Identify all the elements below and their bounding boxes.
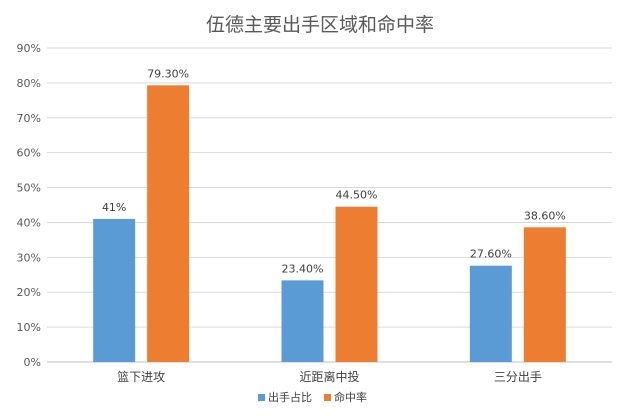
y-tick-label: 50% — [17, 182, 41, 195]
y-tick-label: 10% — [17, 321, 41, 334]
legend-swatch — [258, 394, 265, 401]
bar-shot-share — [469, 265, 512, 362]
y-tick-label: 80% — [17, 77, 41, 90]
y-tick-label: 30% — [17, 251, 41, 264]
y-tick-label: 60% — [17, 147, 41, 160]
data-label: 41% — [102, 201, 126, 214]
category-label: 近距离中投 — [299, 369, 359, 384]
legend-label: 命中率 — [334, 390, 367, 404]
y-tick-label: 40% — [17, 216, 41, 229]
legend: 出手占比 命中率 — [258, 390, 367, 404]
y-tick-label: 20% — [17, 286, 41, 299]
gridlines — [47, 47, 612, 363]
data-label: 38.60% — [524, 209, 566, 222]
y-tick-label: 0% — [24, 356, 41, 369]
bar-fg-pct — [147, 85, 190, 362]
bar-shot-share — [281, 280, 324, 362]
x-axis-categories: 篮下进攻 近距离中投 三分出手 — [117, 369, 542, 384]
y-tick-label: 90% — [17, 42, 41, 55]
data-label: 79.30% — [147, 67, 189, 80]
legend-label: 出手占比 — [268, 390, 312, 404]
bar-fg-pct — [335, 206, 378, 362]
category-label: 篮下进攻 — [117, 369, 165, 384]
legend-swatch — [324, 394, 331, 401]
data-label: 27.60% — [470, 248, 512, 261]
bars — [93, 85, 566, 362]
chart-title: 伍德主要出手区域和命中率 — [206, 14, 434, 36]
data-labels: 41% 79.30% 23.40% 44.50% 27.60% 38.60% — [102, 67, 566, 275]
bar-fg-pct — [523, 227, 566, 362]
bar-shot-share — [93, 218, 136, 362]
y-axis-ticks: 0% 10% 20% 30% 40% 50% 60% 70% 80% 90% — [17, 42, 41, 369]
data-label: 23.40% — [282, 262, 324, 275]
category-label: 三分出手 — [494, 370, 542, 384]
y-tick-label: 70% — [17, 112, 41, 125]
data-label: 44.50% — [336, 189, 378, 202]
